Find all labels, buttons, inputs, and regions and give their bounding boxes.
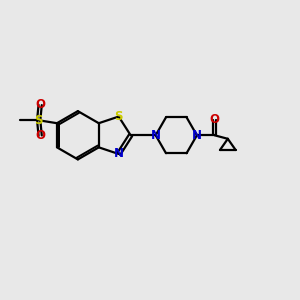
Text: S: S [114,110,123,123]
Text: N: N [192,129,202,142]
Text: O: O [35,98,45,111]
Text: O: O [210,113,220,127]
Text: O: O [35,129,45,142]
Text: S: S [34,114,43,127]
Text: N: N [114,148,124,160]
Text: N: N [151,129,161,142]
